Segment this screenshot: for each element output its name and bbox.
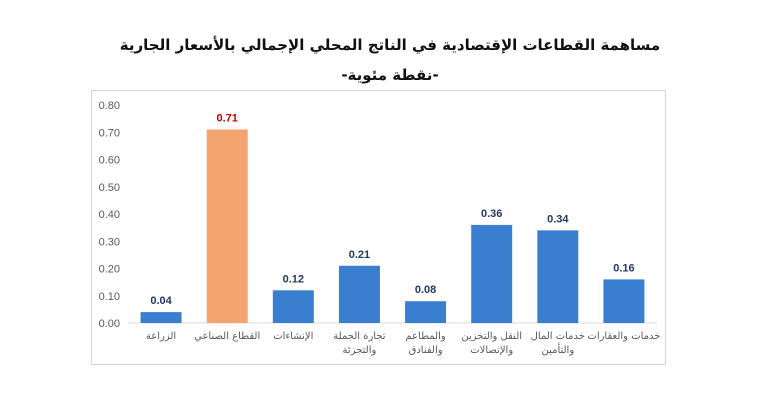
y-tick-label: 0.40: [99, 209, 120, 221]
y-tick-label: 0.50: [99, 182, 120, 194]
category-label: خدمات والعقارات: [587, 331, 660, 342]
bar: [338, 265, 380, 323]
category-label: خدمات المال: [531, 331, 585, 342]
category-label: والإتصالات: [470, 345, 513, 356]
chart-frame: 0.00 0.10 0.20 0.30 0.40 0.50 0.60 0.70 0.80 0.04…: [91, 90, 666, 365]
category-label: والتجزئة: [343, 345, 377, 356]
bar: [206, 129, 248, 323]
category-label: القطاع الصناعي: [194, 331, 260, 342]
bar: [272, 290, 314, 323]
y-tick-label: 0.20: [99, 264, 120, 276]
category-label: الإنشاءات: [273, 331, 313, 342]
bar-chart: 0.00 0.10 0.20 0.30 0.40 0.50 0.60 0.70 0.80 0.04…: [99, 100, 661, 356]
bar: [140, 312, 182, 323]
bar-value-label: 0.34: [547, 213, 569, 225]
category-label: والفنادق: [409, 345, 443, 356]
y-tick-label: 0.80: [99, 100, 120, 112]
bar-value-label: 0.04: [150, 295, 172, 307]
category-label: والتأمين: [541, 342, 574, 356]
bar-value-label: 0.12: [283, 273, 304, 285]
bar: [603, 279, 645, 323]
bar-value-label: 0.21: [349, 249, 370, 261]
y-tick-label: 0.70: [99, 127, 120, 139]
bar: [471, 224, 513, 323]
category-label: تجارة الجملة: [333, 331, 385, 342]
y-tick-label: 0.00: [99, 318, 120, 330]
y-tick-label: 0.60: [99, 155, 120, 167]
category-label: والمطاعم: [405, 331, 445, 342]
bar-value-label: 0.08: [415, 284, 436, 296]
bar-value-label: 0.71: [216, 113, 237, 125]
bar: [537, 230, 579, 323]
category-label: الزراعة: [146, 331, 176, 342]
chart-subtitle: -نقطة مئوية-: [341, 66, 439, 84]
y-tick-label: 0.10: [99, 291, 120, 303]
bar-value-label: 0.36: [481, 208, 502, 220]
chart-title: مساهمة القطاعات الإقتصادية في الناتج الم…: [119, 36, 661, 54]
bar: [405, 301, 447, 323]
y-tick-label: 0.30: [99, 236, 120, 248]
chart-title-block: مساهمة القطاعات الإقتصادية في الناتج الم…: [0, 30, 780, 90]
bar-value-label: 0.16: [613, 262, 634, 274]
category-label: النقل والتخزين: [461, 331, 522, 342]
